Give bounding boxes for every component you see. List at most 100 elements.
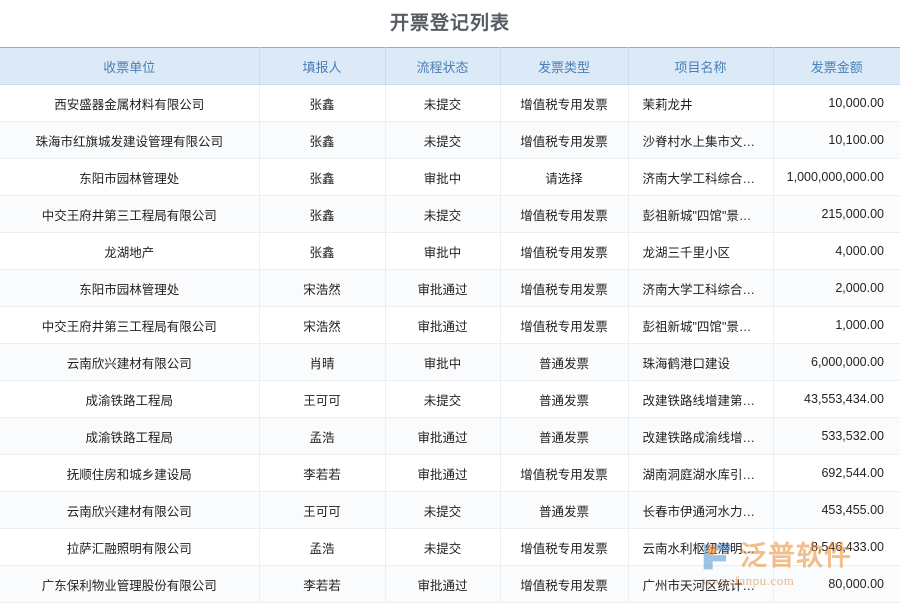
cell-status: 未提交 (385, 380, 501, 418)
cell-type: 增值税专用发票 (500, 306, 629, 344)
cell-unit[interactable]: 中交王府井第三工程局有限公司 (0, 306, 260, 344)
cell-amount: 215,000.00 (773, 195, 900, 233)
table-header-row: 收票单位 填报人 流程状态 发票类型 项目名称 发票金额 (0, 47, 900, 85)
column-header-type[interactable]: 发票类型 (500, 47, 629, 85)
cell-amount: 453,455.00 (773, 491, 900, 529)
cell-status: 审批通过 (385, 565, 501, 603)
cell-status: 审批通过 (385, 417, 501, 455)
cell-unit[interactable]: 云南欣兴建材有限公司 (0, 491, 260, 529)
cell-amount: 4,000.00 (773, 232, 900, 270)
cell-reporter[interactable]: 张鑫 (259, 121, 386, 159)
column-header-status[interactable]: 流程状态 (385, 47, 501, 85)
cell-reporter[interactable]: 张鑫 (259, 158, 386, 196)
table-row[interactable]: 云南欣兴建材有限公司 王可可 未提交 普通发票 长春市伊通河水力… 453,455.00 (0, 491, 900, 529)
table-row[interactable]: 拉萨汇融照明有限公司 孟浩 未提交 增值税专用发票 云南水利枢纽潜明… 8,546,433… (0, 528, 900, 566)
cell-project[interactable]: 彭祖新城"四馆"景… (628, 195, 774, 233)
column-header-unit[interactable]: 收票单位 (0, 47, 260, 85)
cell-project[interactable]: 龙湖三千里小区 (628, 232, 774, 270)
cell-unit[interactable]: 东阳市园林管理处 (0, 269, 260, 307)
table-row[interactable]: 成渝铁路工程局 孟浩 审批通过 普通发票 改建铁路成渝线增… 533,532.00 (0, 417, 900, 455)
cell-type: 请选择 (500, 158, 629, 196)
table-body: 西安盛器金属材料有限公司 张鑫 未提交 增值税专用发票 茉莉龙井 10,000.00 珠海市… (0, 84, 900, 603)
table-row[interactable]: 龙湖地产 张鑫 审批中 增值税专用发票 龙湖三千里小区 4,000.00 (0, 232, 900, 270)
cell-amount: 8,546,433.00 (773, 528, 900, 566)
table-row[interactable]: 抚顺住房和城乡建设局 李若若 审批通过 增值税专用发票 湖南洞庭湖水库引… 692,544… (0, 454, 900, 492)
cell-type: 增值税专用发票 (500, 121, 629, 159)
table-row[interactable]: 东阳市园林管理处 张鑫 审批中 请选择 济南大学工科综合… 1,000,000,000.0… (0, 158, 900, 196)
cell-project[interactable]: 珠海鹤港口建设 (628, 343, 774, 381)
cell-type: 增值税专用发票 (500, 454, 629, 492)
cell-amount: 1,000.00 (773, 306, 900, 344)
cell-unit[interactable]: 成渝铁路工程局 (0, 380, 260, 418)
cell-project[interactable]: 改建铁路线增建第… (628, 380, 774, 418)
cell-reporter[interactable]: 李若若 (259, 565, 386, 603)
table-row[interactable]: 中交王府井第三工程局有限公司 宋浩然 审批通过 增值税专用发票 彭祖新城"四馆"景… 1,… (0, 306, 900, 344)
cell-project[interactable]: 茉莉龙井 (628, 84, 774, 122)
table-row[interactable]: 西安盛器金属材料有限公司 张鑫 未提交 增值税专用发票 茉莉龙井 10,000.00 (0, 84, 900, 122)
cell-project[interactable]: 广州市天河区统计… (628, 565, 774, 603)
cell-unit[interactable]: 珠海市红旗城发建设管理有限公司 (0, 121, 260, 159)
cell-status: 审批中 (385, 232, 501, 270)
cell-status: 未提交 (385, 528, 501, 566)
cell-project[interactable]: 济南大学工科综合… (628, 158, 774, 196)
table-row[interactable]: 广东保利物业管理股份有限公司 李若若 审批通过 增值税专用发票 广州市天河区统计… 80,… (0, 565, 900, 603)
cell-reporter[interactable]: 李若若 (259, 454, 386, 492)
cell-project[interactable]: 云南水利枢纽潜明… (628, 528, 774, 566)
cell-type: 普通发票 (500, 343, 629, 381)
cell-unit[interactable]: 中交王府井第三工程局有限公司 (0, 195, 260, 233)
cell-unit[interactable]: 龙湖地产 (0, 232, 260, 270)
cell-project[interactable]: 湖南洞庭湖水库引… (628, 454, 774, 492)
cell-project[interactable]: 彭祖新城"四馆"景… (628, 306, 774, 344)
cell-type: 增值税专用发票 (500, 232, 629, 270)
invoice-registration-table: 收票单位 填报人 流程状态 发票类型 项目名称 发票金额 西安盛器金属材料有限公… (0, 47, 900, 603)
column-header-project[interactable]: 项目名称 (628, 47, 774, 85)
cell-project[interactable]: 改建铁路成渝线增… (628, 417, 774, 455)
cell-type: 普通发票 (500, 491, 629, 529)
cell-unit[interactable]: 抚顺住房和城乡建设局 (0, 454, 260, 492)
table-row[interactable]: 中交王府井第三工程局有限公司 张鑫 未提交 增值税专用发票 彭祖新城"四馆"景… 215,… (0, 195, 900, 233)
cell-reporter[interactable]: 张鑫 (259, 195, 386, 233)
cell-type: 增值税专用发票 (500, 528, 629, 566)
table-row[interactable]: 东阳市园林管理处 宋浩然 审批通过 增值税专用发票 济南大学工科综合… 2,000.00 (0, 269, 900, 307)
cell-type: 增值税专用发票 (500, 195, 629, 233)
table-row[interactable]: 成渝铁路工程局 王可可 未提交 普通发票 改建铁路线增建第… 43,553,434.00 (0, 380, 900, 418)
cell-amount: 10,100.00 (773, 121, 900, 159)
cell-reporter[interactable]: 王可可 (259, 491, 386, 529)
cell-status: 审批通过 (385, 306, 501, 344)
cell-status: 审批通过 (385, 454, 501, 492)
cell-amount: 80,000.00 (773, 565, 900, 603)
cell-status: 未提交 (385, 195, 501, 233)
cell-status: 审批中 (385, 158, 501, 196)
cell-reporter[interactable]: 王可可 (259, 380, 386, 418)
cell-amount: 533,532.00 (773, 417, 900, 455)
cell-project[interactable]: 济南大学工科综合… (628, 269, 774, 307)
cell-project[interactable]: 沙脊村水上集市文… (628, 121, 774, 159)
cell-amount: 692,544.00 (773, 454, 900, 492)
table-row[interactable]: 云南欣兴建材有限公司 肖晴 审批中 普通发票 珠海鹤港口建设 6,000,000.00 (0, 343, 900, 381)
cell-unit[interactable]: 拉萨汇融照明有限公司 (0, 528, 260, 566)
table-header: 收票单位 填报人 流程状态 发票类型 项目名称 发票金额 (0, 47, 900, 85)
cell-amount: 10,000.00 (773, 84, 900, 122)
cell-unit[interactable]: 广东保利物业管理股份有限公司 (0, 565, 260, 603)
cell-status: 未提交 (385, 121, 501, 159)
cell-type: 普通发票 (500, 380, 629, 418)
cell-reporter[interactable]: 孟浩 (259, 528, 386, 566)
cell-reporter[interactable]: 张鑫 (259, 232, 386, 270)
column-header-reporter[interactable]: 填报人 (259, 47, 386, 85)
cell-reporter[interactable]: 肖晴 (259, 343, 386, 381)
cell-reporter[interactable]: 宋浩然 (259, 306, 386, 344)
cell-unit[interactable]: 西安盛器金属材料有限公司 (0, 84, 260, 122)
cell-reporter[interactable]: 宋浩然 (259, 269, 386, 307)
cell-project[interactable]: 长春市伊通河水力… (628, 491, 774, 529)
cell-type: 普通发票 (500, 417, 629, 455)
column-header-amount[interactable]: 发票金额 (773, 47, 900, 85)
cell-unit[interactable]: 云南欣兴建材有限公司 (0, 343, 260, 381)
cell-status: 审批通过 (385, 269, 501, 307)
cell-reporter[interactable]: 孟浩 (259, 417, 386, 455)
table-row[interactable]: 珠海市红旗城发建设管理有限公司 张鑫 未提交 增值税专用发票 沙脊村水上集市文… 10,1… (0, 121, 900, 159)
cell-reporter[interactable]: 张鑫 (259, 84, 386, 122)
cell-type: 增值税专用发票 (500, 565, 629, 603)
cell-unit[interactable]: 成渝铁路工程局 (0, 417, 260, 455)
cell-status: 未提交 (385, 491, 501, 529)
cell-unit[interactable]: 东阳市园林管理处 (0, 158, 260, 196)
